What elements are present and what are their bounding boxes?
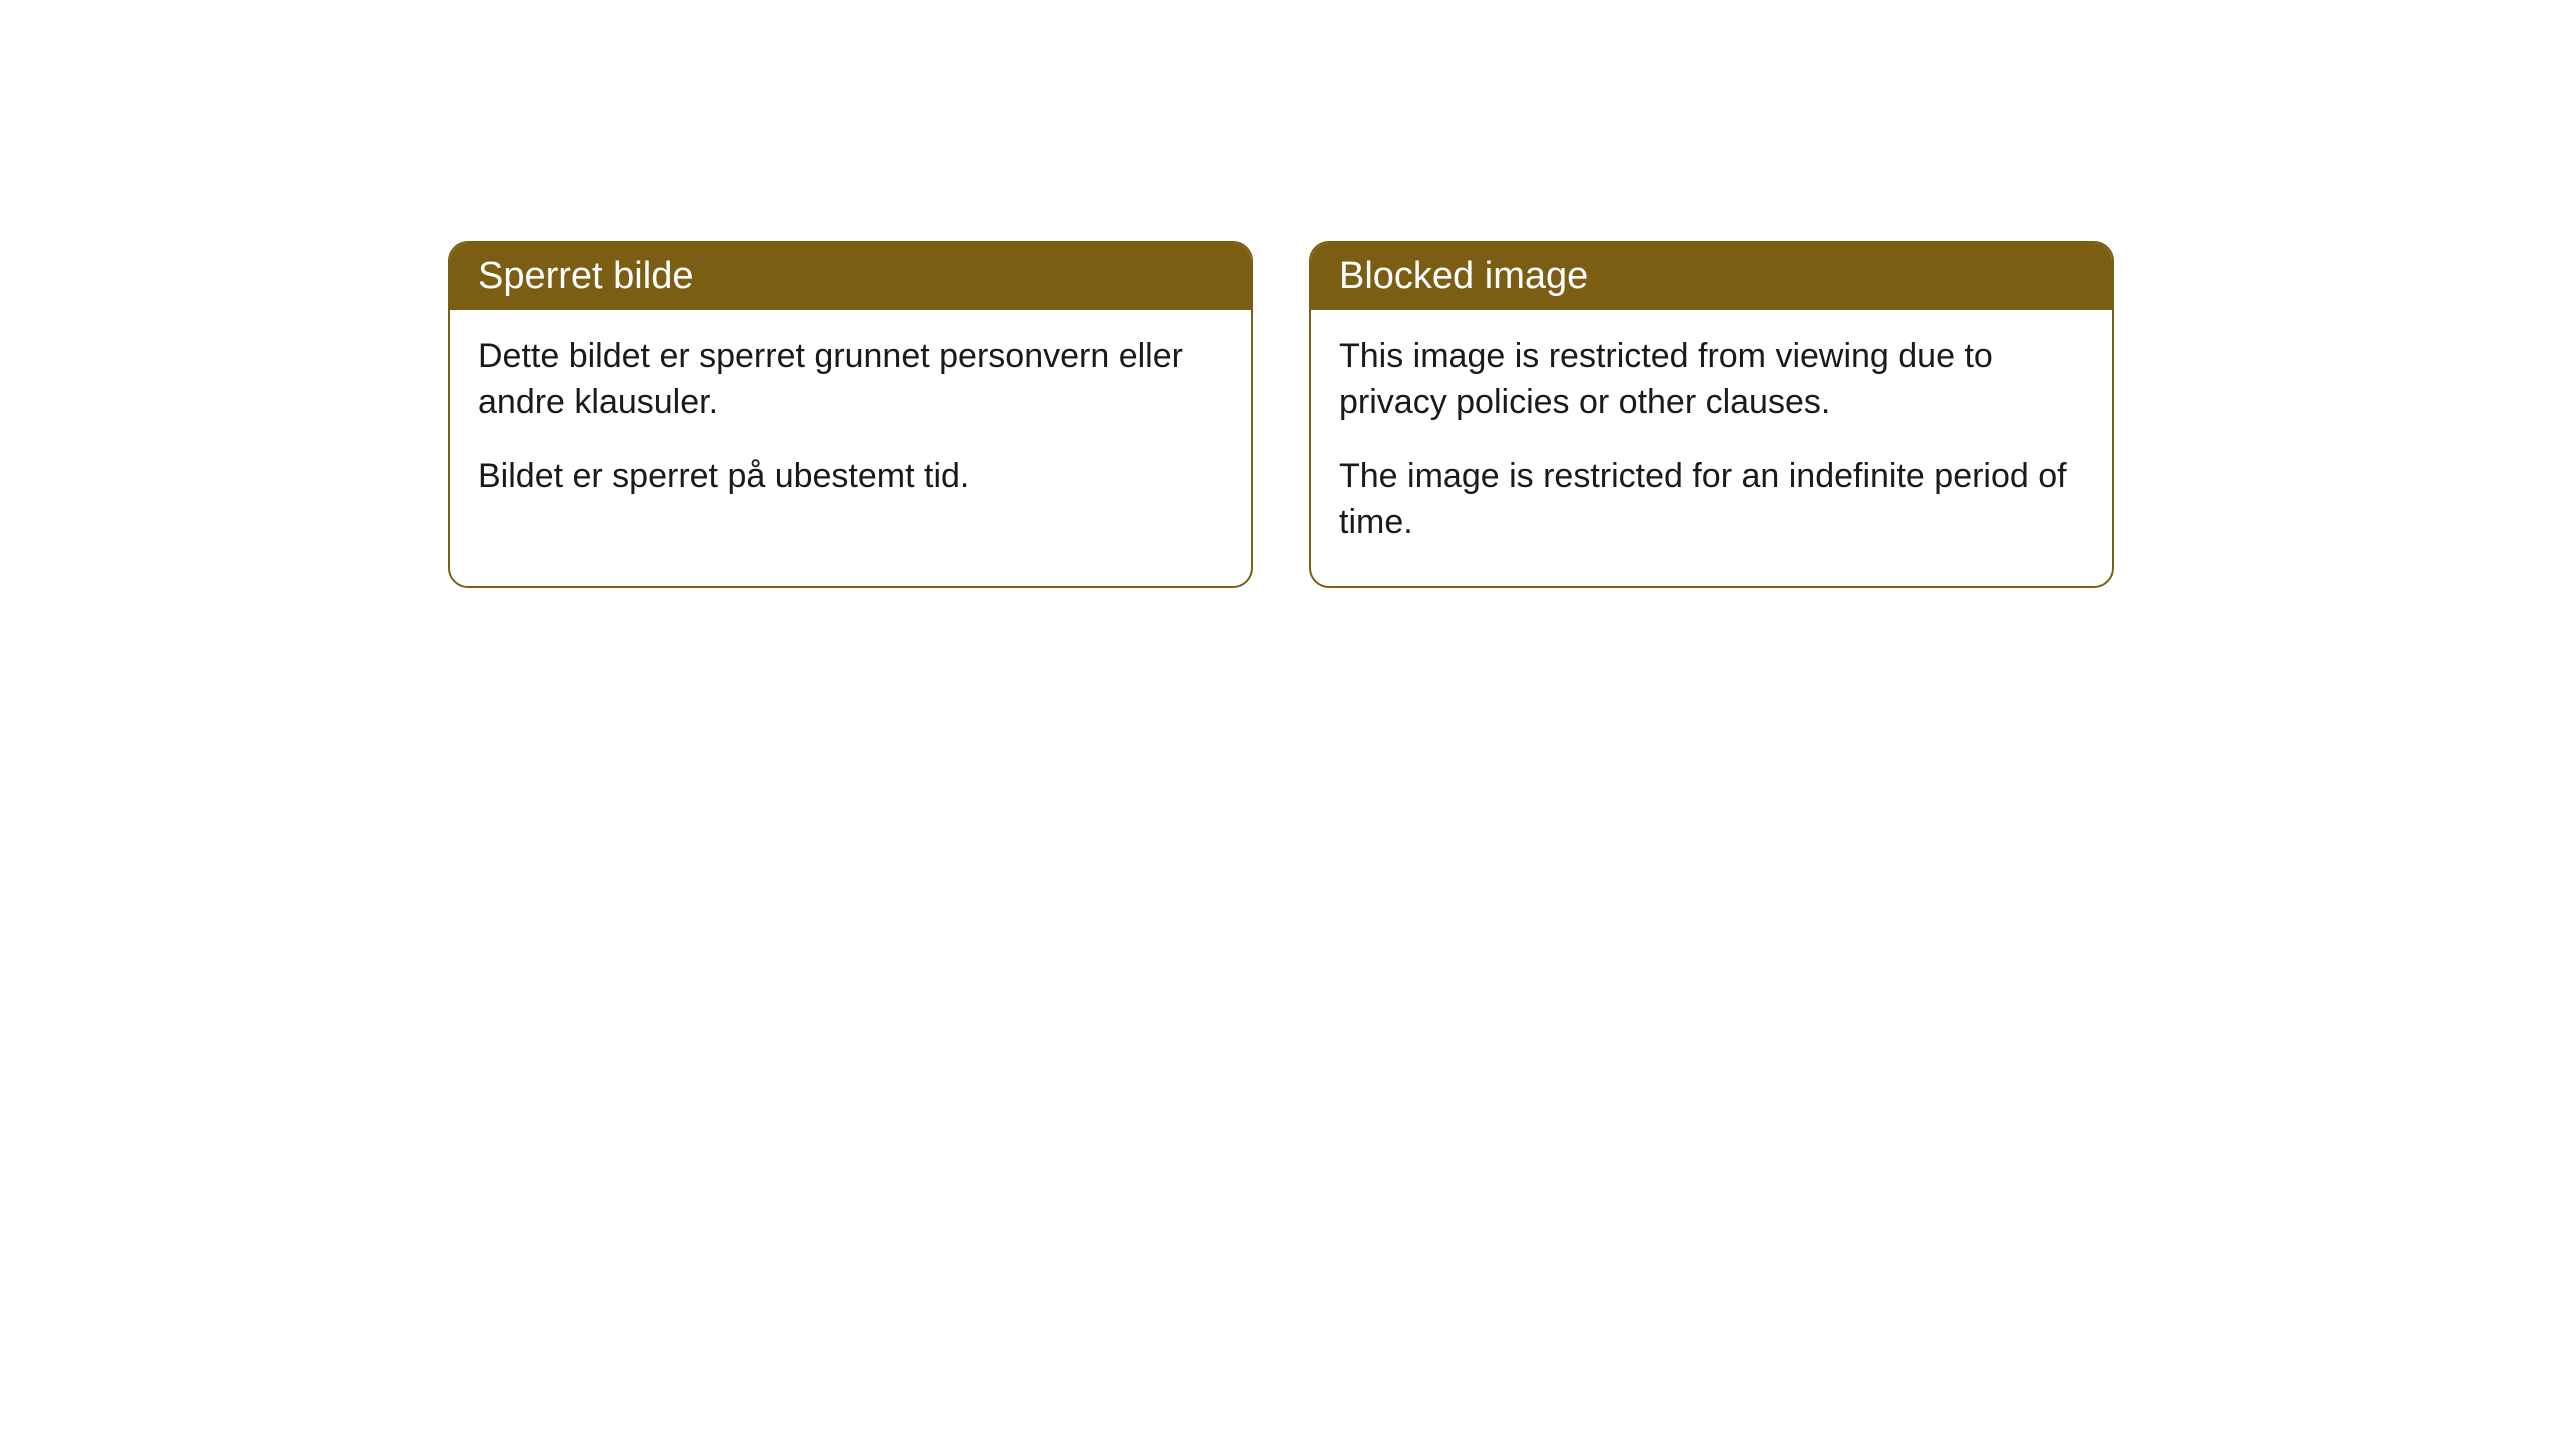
notice-container: Sperret bilde Dette bildet er sperret gr… [448,241,2114,588]
notice-header-english: Blocked image [1311,243,2112,310]
notice-card-norwegian: Sperret bilde Dette bildet er sperret gr… [448,241,1253,588]
notice-paragraph: The image is restricted for an indefinit… [1339,454,2084,546]
notice-paragraph: Bildet er sperret på ubestemt tid. [478,454,1223,500]
notice-body-norwegian: Dette bildet er sperret grunnet personve… [450,310,1251,540]
notice-card-english: Blocked image This image is restricted f… [1309,241,2114,588]
notice-header-norwegian: Sperret bilde [450,243,1251,310]
notice-paragraph: Dette bildet er sperret grunnet personve… [478,334,1223,426]
notice-paragraph: This image is restricted from viewing du… [1339,334,2084,426]
notice-body-english: This image is restricted from viewing du… [1311,310,2112,586]
